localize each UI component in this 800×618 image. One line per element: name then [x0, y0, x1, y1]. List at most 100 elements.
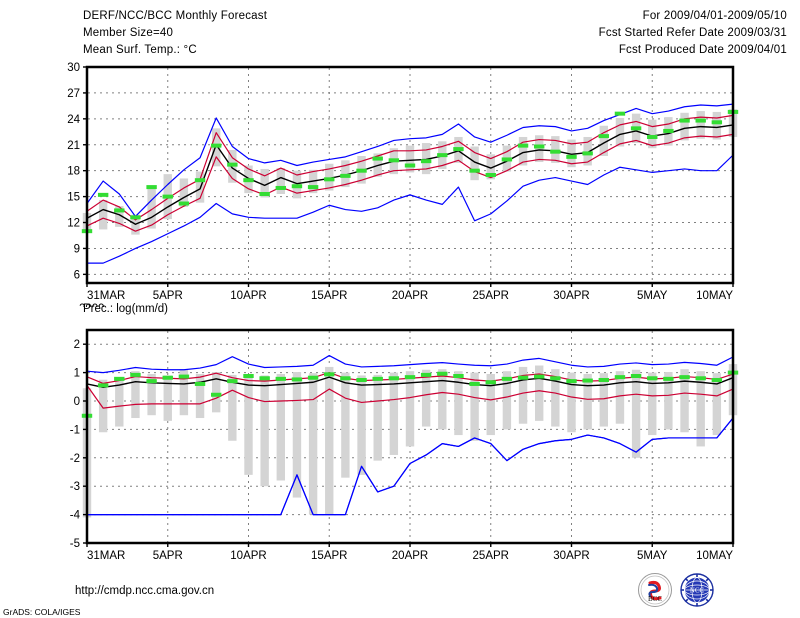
observed-median-mark [453, 374, 464, 379]
observed-median-mark [97, 383, 109, 388]
spread-bar [696, 371, 705, 447]
spread-bar [325, 163, 334, 191]
spread-bar [389, 372, 399, 455]
x-axis-year-label: 2009 [79, 303, 105, 307]
observed-median-mark [420, 159, 432, 164]
observed-median-mark [582, 378, 593, 383]
spread-bar [486, 154, 495, 180]
observed-median-mark [340, 173, 351, 178]
observed-median-mark [711, 120, 723, 125]
grid-lines [88, 68, 732, 282]
fcst-started-date-text: Fcst Started Refer Date 2009/03/31 [598, 27, 787, 39]
y-tick-label: 21 [67, 140, 80, 152]
logo-group: BCC NCC [637, 572, 717, 608]
observed-median-mark [227, 162, 238, 167]
spread-bar [535, 365, 544, 421]
observed-median-mark [501, 376, 513, 381]
spread-bar [308, 373, 318, 515]
bcc-logo: BCC [638, 573, 672, 607]
spread-bar [357, 375, 366, 475]
observed-median-mark [647, 376, 658, 381]
spread-bar [373, 374, 382, 461]
y-tick-label: -1 [70, 424, 80, 436]
header-right-block: For 2009/04/01-2009/05/10 Fcst Started R… [599, 8, 787, 59]
observed-median-mark [614, 375, 626, 380]
x-tick-label: 10MAY [696, 290, 733, 302]
y-tick-label: 6 [74, 269, 80, 281]
observed-median-mark [146, 379, 157, 384]
observed-median-mark [211, 392, 222, 397]
x-tick-label: 25APR [473, 550, 509, 562]
observed-median-mark [227, 379, 238, 384]
series-line-upper-quartile [86, 114, 734, 221]
spread-bar [680, 112, 689, 141]
observed-median-mark [275, 376, 286, 381]
series-line-ensemble-mean [86, 376, 734, 389]
spread-bar [712, 373, 722, 436]
observed-median-mark [437, 371, 448, 376]
spread-bar [228, 374, 237, 441]
spread-bar [260, 168, 269, 198]
observed-median-mark [550, 149, 561, 154]
observed-median-mark [178, 374, 190, 379]
footer-url[interactable]: http://cmdp.ncc.cma.gov.cn [75, 585, 215, 597]
x-tick-label: 25APR [473, 290, 509, 302]
spread-bar [405, 371, 415, 447]
observed-median-mark [324, 177, 335, 182]
x-tick-label: 31MAR [87, 290, 125, 302]
spread-bar [276, 374, 285, 481]
spread-bar [696, 111, 705, 139]
spread-bar [421, 143, 431, 175]
series-line-maximum [86, 354, 734, 374]
header-left-block: DERF/NCC/BCC Monthly Forecast Member Siz… [83, 8, 267, 59]
y-tick-label: 27 [67, 88, 80, 100]
observed-median-mark [501, 157, 513, 162]
spread-bar [680, 369, 689, 433]
observed-median-mark [663, 128, 674, 133]
spread-bar [147, 188, 156, 229]
x-tick-label: 10APR [230, 550, 266, 562]
observed-median-mark [388, 376, 400, 381]
data-series [86, 354, 734, 516]
bcc-logo-text: BCC [648, 595, 662, 603]
observed-median-mark [647, 134, 658, 139]
observed-median-mark [404, 375, 416, 380]
observed-median-mark [582, 151, 593, 156]
observed-median-mark [324, 372, 335, 377]
observed-median-mark [679, 118, 690, 123]
y-tick-label: 18 [67, 166, 80, 178]
observed-median-mark [388, 158, 400, 163]
observed-median-mark [291, 377, 303, 382]
observed-median-mark [695, 118, 706, 123]
spread-bar [470, 372, 479, 441]
spread-bar [535, 135, 544, 163]
y-tick-label: 12 [67, 218, 80, 230]
spread-bar [648, 119, 657, 149]
spread-bar [454, 371, 463, 436]
observed-median-mark [711, 377, 723, 382]
spread-bar [131, 371, 140, 419]
spread-bar [325, 366, 334, 515]
observed-median-mark [194, 381, 206, 386]
spread-bar [599, 373, 608, 427]
spread-bar [615, 117, 625, 147]
spread-bar [212, 372, 221, 413]
observed-median-mark [614, 111, 626, 116]
observed-median-mark [162, 375, 173, 380]
observed-median-mark [420, 372, 432, 377]
spread-bar [260, 375, 269, 487]
observed-median-mark [566, 154, 577, 159]
spread-bar [341, 160, 350, 188]
y-tick-label: -2 [70, 453, 80, 465]
spread-bar [98, 200, 108, 230]
spread-bar [502, 371, 512, 430]
spread-bar [486, 374, 495, 436]
observed-median-mark [130, 372, 141, 377]
y-tick-label: -4 [70, 510, 81, 522]
forecast-period-text: For 2009/04/01-2009/05/10 [642, 10, 787, 22]
spread-bar [648, 372, 657, 436]
y-tick-label: 1 [74, 368, 80, 380]
x-tick-label: 15APR [311, 290, 347, 302]
spread-bar [405, 145, 415, 173]
x-tick-label: 10APR [230, 290, 266, 302]
